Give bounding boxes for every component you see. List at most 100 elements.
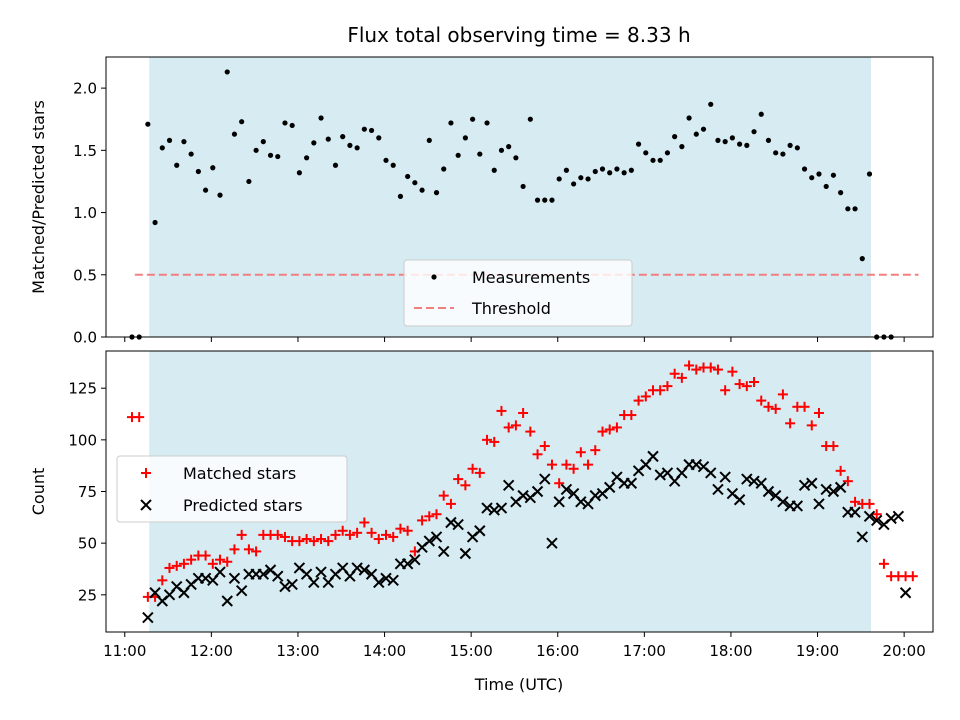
matched-star-point	[164, 562, 175, 573]
matched-star-point	[676, 372, 687, 383]
measurement-point	[347, 142, 353, 148]
matched-star-point	[373, 534, 384, 545]
predicted-star-point	[430, 531, 443, 543]
measurement-point	[729, 135, 735, 141]
measurement-point	[534, 197, 541, 203]
measurement-point	[708, 101, 714, 107]
matched-star-point	[806, 420, 817, 431]
x-tick-label: 20:00	[883, 642, 926, 660]
matched-star-point	[749, 376, 760, 387]
predicted-star-point	[733, 494, 746, 506]
predicted-star-point	[777, 496, 789, 508]
measurement-point	[722, 139, 728, 145]
matched-star-point	[813, 407, 824, 418]
matched-star-point	[445, 498, 456, 509]
ratio-y-axis: 0.0 0.5 1.0 1.5 2.0	[73, 80, 106, 347]
matched-star-point	[388, 531, 399, 542]
measurement-point	[520, 183, 526, 190]
measurement-point	[628, 167, 634, 173]
matched-star-point	[633, 395, 644, 406]
legend-predicted-marker	[140, 499, 152, 511]
measurement-point	[145, 121, 151, 127]
predicted-star-point	[560, 483, 573, 496]
predicted-star-point	[705, 467, 717, 479]
matched-star-point	[842, 476, 853, 487]
x-tick-label: 13:00	[276, 642, 319, 660]
matched-star-point	[366, 527, 377, 538]
predicted-star-point	[279, 580, 291, 593]
measurement-point	[491, 167, 497, 173]
x-tick-label: 17:00	[623, 642, 666, 660]
predicted-star-point	[315, 566, 327, 578]
legend-matched-marker	[141, 468, 151, 478]
predicted-star-point	[539, 473, 551, 485]
predicted-star-point	[719, 471, 731, 483]
measurement-point	[397, 193, 404, 199]
matched-star-point	[720, 385, 731, 396]
matched-star-point	[655, 385, 666, 396]
predicted-star-point	[438, 545, 450, 558]
measurement-point	[462, 135, 468, 141]
measurement-point	[650, 157, 656, 163]
measurement-point	[433, 190, 440, 196]
measurement-point	[376, 135, 382, 141]
matched-star-point	[294, 536, 305, 547]
measurement-point	[289, 122, 295, 129]
measurement-point	[383, 157, 389, 163]
measurement-point	[801, 166, 808, 172]
y-tick-label: 1.0	[73, 204, 97, 222]
predicted-star-point	[409, 553, 421, 566]
matched-star-point	[662, 381, 673, 392]
matched-star-point	[770, 403, 781, 414]
measurement-point	[635, 141, 642, 147]
measurement-point	[166, 137, 173, 143]
measurement-point	[253, 147, 259, 153]
legend-measurement-marker	[431, 274, 437, 280]
matched-star-point	[669, 368, 680, 379]
measurement-point	[599, 166, 606, 172]
predicted-star-point	[423, 535, 436, 547]
measurement-point	[780, 151, 786, 157]
predicted-star-point	[625, 477, 638, 489]
matched-star-point	[424, 511, 435, 522]
measurement-point	[181, 139, 187, 145]
measurement-point	[715, 137, 721, 143]
measurement-point	[304, 155, 310, 161]
measurement-point	[239, 119, 245, 125]
predicted-star-point	[863, 510, 876, 523]
measurement-point	[469, 116, 476, 122]
matched-star-point	[417, 515, 428, 526]
measurement-point	[838, 190, 844, 196]
measurement-point	[419, 187, 425, 193]
measurement-point	[556, 176, 562, 182]
measurement-point	[282, 120, 288, 126]
predicted-star-point	[351, 562, 363, 574]
matched-star-point	[200, 550, 211, 561]
matched-star-point	[763, 401, 774, 412]
matched-star-point	[134, 412, 145, 423]
measurement-point	[361, 126, 367, 132]
measurement-point	[260, 139, 266, 145]
matched-star-point	[215, 554, 226, 565]
matched-star-point	[316, 534, 327, 545]
measurement-point	[412, 180, 418, 186]
measurement-point	[852, 206, 858, 212]
matched-star-point	[352, 527, 363, 538]
measurement-point	[765, 137, 772, 143]
measurement-point	[700, 126, 707, 132]
matched-star-point	[380, 529, 391, 540]
matched-star-point	[251, 546, 262, 557]
measurement-point	[758, 111, 764, 117]
measurement-point	[751, 129, 757, 135]
measurement-point	[195, 168, 201, 175]
predicted-star-point	[531, 485, 544, 498]
measurement-point	[231, 131, 238, 137]
matched-star-point	[330, 529, 341, 540]
x-tick-label: 12:00	[190, 642, 233, 660]
count-y-axis-label: Count	[29, 468, 48, 516]
measurement-point	[542, 197, 548, 203]
y-tick-label: 1.5	[73, 142, 97, 160]
matched-star-point	[431, 509, 442, 520]
predicted-star-point	[820, 483, 832, 496]
predicted-star-point	[459, 547, 472, 560]
